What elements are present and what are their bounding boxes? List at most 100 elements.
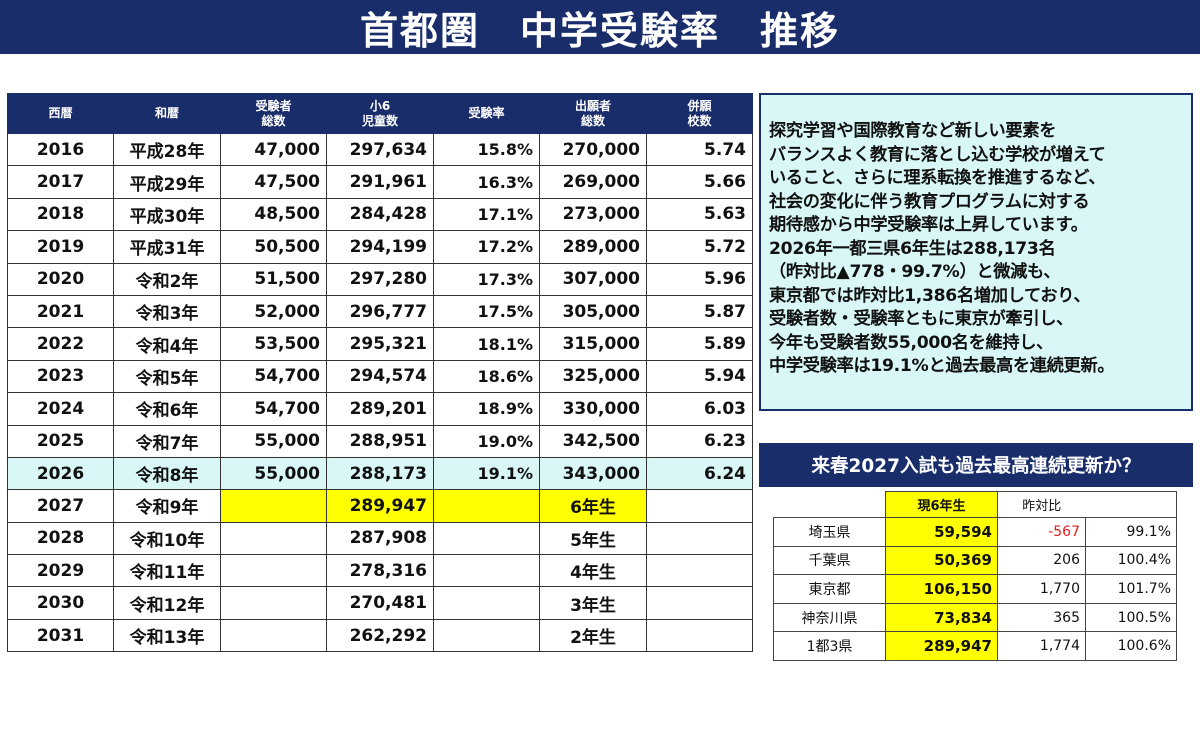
table-row: 2021 令和3年 52,000 296,777 17.5% 305,000 5.87 [7,294,753,329]
summary-line: 東京都では昨対比1,386名増加しており、 [769,285,1091,306]
table-row: 2028 令和10年 287,908 5年生 [7,521,753,556]
summary-line: 今年も受験者数55,000名を維持し、 [769,332,1054,353]
cell-applicants: 5年生 [539,521,647,556]
cell-examinees [220,586,327,620]
cell-rate: 17.1% [433,197,540,232]
pref-row: 東京都 106,150 1,770 101.7% [773,574,1177,604]
cell-children: 278,316 [326,554,434,588]
cell-rate: 18.6% [433,359,540,394]
header-japanese-year: 和暦 [113,93,221,134]
cell-applicants: 269,000 [539,165,647,199]
pref-header-blank [773,491,886,518]
header-grade6-children: 小6 児童数 [326,93,434,134]
cell-examinees: 47,000 [220,132,327,167]
table-row: 2030 令和12年 270,481 3年生 [7,586,753,620]
summary-line: 社会の変化に伴う教育プログラムに対する [769,191,1090,212]
table-header-row: 西暦 和暦 受験者 総数 小6 児童数 受験率 出願者 総数 併願 校数 [7,93,753,134]
cell-rate [433,521,540,556]
table-row: 2024 令和6年 54,700 289,201 18.9% 330,000 6.03 [7,392,753,426]
pref-cell-yoy-ratio: 101.7% [1085,574,1177,604]
cell-applicants: 273,000 [539,197,647,232]
pref-cell-yoy-ratio: 99.1% [1085,517,1177,547]
header-examinees: 受験者 総数 [220,93,327,134]
cell-applicants: 3年生 [539,586,647,620]
cell-schools: 5.87 [646,294,753,329]
prefecture-table: 現6年生 昨対比 埼玉県 59,594 -567 99.1% 千葉県 50,369 206 1… [773,491,1177,661]
cell-examinees: 48,500 [220,197,327,232]
cell-children: 262,292 [326,618,434,653]
pref-row: 1都3県 289,947 1,774 100.6% [773,631,1177,661]
cell-schools: 5.66 [646,165,753,199]
cell-era: 平成28年 [113,132,221,167]
pref-cell-prefecture: 千葉県 [773,545,886,576]
cell-children: 284,428 [326,197,434,232]
cell-year: 2018 [7,197,114,232]
table-row: 2018 平成30年 48,500 284,428 17.1% 273,000 5.63 [7,197,753,232]
pref-cell-prefecture: 東京都 [773,574,886,604]
table-row: 2026 令和8年 55,000 288,173 19.1% 343,000 6.24 [7,456,753,491]
cell-era: 平成30年 [113,197,221,232]
cell-year: 2026 [7,456,114,491]
cell-schools: 5.89 [646,327,753,361]
header-exam-rate: 受験率 [433,93,540,134]
cell-examinees: 53,500 [220,327,327,361]
cell-applicants: 4年生 [539,554,647,588]
cell-rate [433,586,540,620]
cell-rate: 17.5% [433,294,540,329]
table-row: 2027 令和9年 289,947 6年生 [7,489,753,523]
cell-rate: 17.2% [433,230,540,264]
cell-rate [433,554,540,588]
cell-era: 令和2年 [113,262,221,296]
pref-cell-yoy-diff: -567 [997,517,1086,547]
header-applicants: 出願者 総数 [539,93,647,134]
cell-era: 令和6年 [113,392,221,426]
cell-schools [646,554,753,588]
cell-year: 2031 [7,618,114,653]
cell-rate: 16.3% [433,165,540,199]
cell-rate [433,618,540,653]
cell-schools: 6.24 [646,456,753,491]
table-row: 2022 令和4年 53,500 295,321 18.1% 315,000 5.89 [7,327,753,361]
cell-era: 令和13年 [113,618,221,653]
pref-cell-current-grade6: 106,150 [885,574,998,604]
cell-era: 令和3年 [113,294,221,329]
cell-year: 2021 [7,294,114,329]
cell-schools: 5.94 [646,359,753,394]
enrollment-trend-table: 西暦 和暦 受験者 総数 小6 児童数 受験率 出願者 総数 併願 校数 201… [7,93,753,653]
pref-row: 千葉県 50,369 206 100.4% [773,545,1177,576]
pref-cell-prefecture: 神奈川県 [773,602,886,633]
pref-cell-current-grade6: 50,369 [885,545,998,576]
cell-year: 2016 [7,132,114,167]
pref-row: 神奈川県 73,834 365 100.5% [773,602,1177,633]
summary-line: 受験者数・受験率ともに東京が牽引し、 [769,309,1073,329]
pref-cell-yoy-diff: 1,774 [997,631,1086,661]
cell-examinees: 54,700 [220,392,327,426]
cell-schools [646,489,753,523]
cell-examinees [220,489,327,523]
cell-era: 令和10年 [113,521,221,556]
cell-applicants: 330,000 [539,392,647,426]
cell-schools: 6.23 [646,424,753,458]
cell-examinees [220,554,327,588]
cell-year: 2028 [7,521,114,556]
cell-children: 289,201 [326,392,434,426]
cell-era: 平成31年 [113,230,221,264]
cell-applicants: 305,000 [539,294,647,329]
cell-applicants: 2年生 [539,618,647,653]
table-row: 2020 令和2年 51,500 297,280 17.3% 307,000 5.96 [7,262,753,296]
cell-year: 2020 [7,262,114,296]
pref-cell-current-grade6: 59,594 [885,517,998,547]
cell-rate: 18.1% [433,327,540,361]
cell-era: 令和5年 [113,359,221,394]
cell-year: 2023 [7,359,114,394]
cell-rate: 17.3% [433,262,540,296]
header-western-year: 西暦 [7,93,114,134]
table-row: 2017 平成29年 47,500 291,961 16.3% 269,000 5.66 [7,165,753,199]
cell-schools [646,586,753,620]
cell-examinees [220,618,327,653]
header-schools-applied: 併願 校数 [646,93,753,134]
cell-applicants: 289,000 [539,230,647,264]
cell-applicants: 342,500 [539,424,647,458]
cell-schools [646,618,753,653]
cell-examinees: 51,500 [220,262,327,296]
